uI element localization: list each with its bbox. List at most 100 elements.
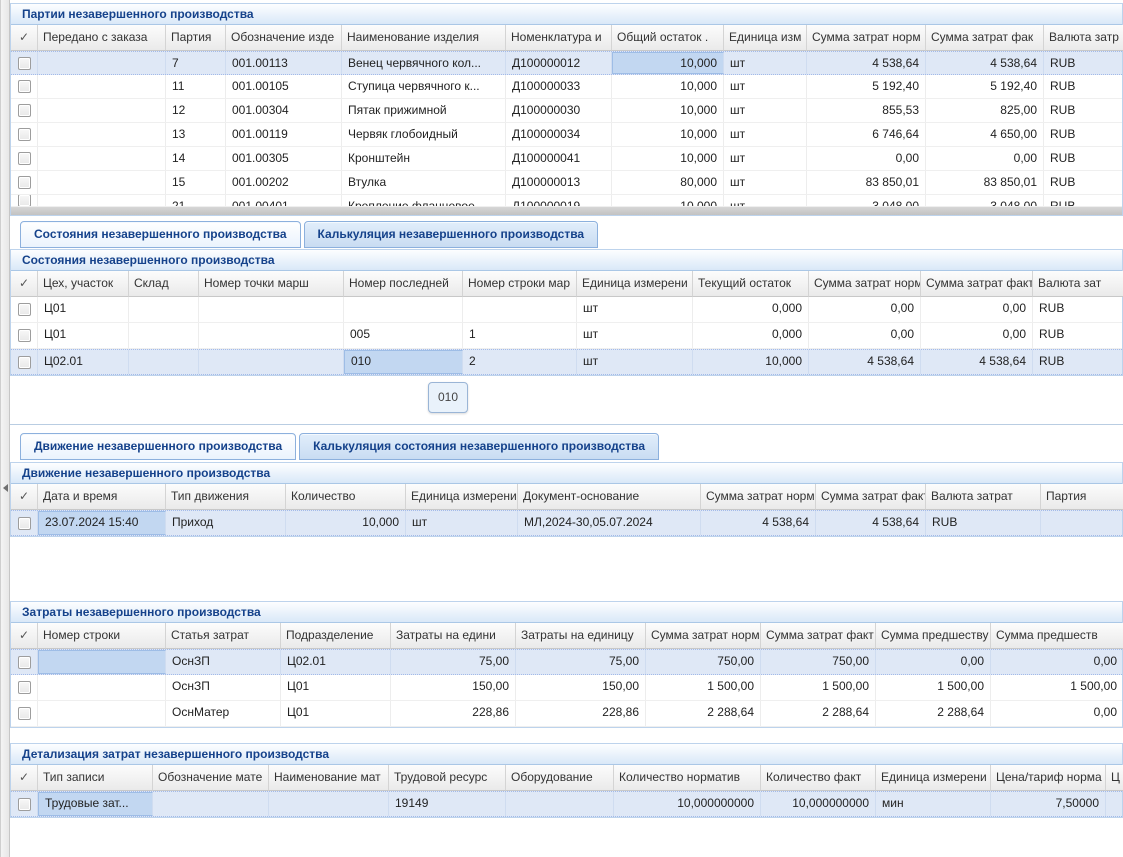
column-header[interactable]: Партия bbox=[166, 25, 226, 51]
table-row[interactable]: 11001.00105Ступица червячного к...Д10000… bbox=[11, 75, 1122, 99]
column-header[interactable]: Номер строки мар bbox=[463, 271, 577, 297]
cell: 0,00 bbox=[926, 147, 1044, 170]
column-header[interactable]: Трудовой ресурс bbox=[389, 765, 506, 791]
column-header[interactable]: Сумма затрат норм bbox=[807, 25, 926, 51]
table-row[interactable]: Ц01шт0,0000,000,00RUB bbox=[11, 297, 1122, 323]
row-checkbox[interactable] bbox=[18, 656, 31, 669]
row-checkbox[interactable] bbox=[18, 329, 31, 342]
column-header[interactable]: Единица изм bbox=[724, 25, 807, 51]
column-header[interactable]: Сумма затрат факт bbox=[816, 484, 926, 510]
column-header[interactable]: Сумма затрат норм bbox=[646, 623, 761, 649]
cell: 15 bbox=[166, 171, 226, 194]
tab-calculation-state[interactable]: Калькуляция состояния незавершенного про… bbox=[299, 433, 659, 460]
column-header[interactable]: Сумма предшеств bbox=[991, 623, 1123, 649]
table-row[interactable]: ОснЗПЦ02.0175,0075,00750,00750,000,000,0… bbox=[11, 649, 1122, 675]
table-row[interactable]: 21001.00401Крепление фланцевоеД100000019… bbox=[11, 195, 1122, 206]
column-header[interactable]: Склад bbox=[129, 271, 199, 297]
cell: 001.00113 bbox=[226, 52, 342, 74]
column-header[interactable]: Передано с заказа bbox=[38, 25, 166, 51]
column-header[interactable]: Затраты на единицу bbox=[516, 623, 646, 649]
select-all-header[interactable]: ✓ bbox=[11, 271, 38, 297]
cell: шт bbox=[724, 99, 807, 122]
table-row[interactable]: 7001.00113Венец червячного кол...Д100000… bbox=[11, 51, 1122, 75]
cell: 10,000 bbox=[612, 99, 724, 122]
column-header[interactable]: Сумма затрат факт . bbox=[761, 623, 876, 649]
column-header[interactable]: Единица измерени bbox=[406, 484, 518, 510]
select-all-header[interactable]: ✓ bbox=[11, 25, 38, 51]
tab-states[interactable]: Состояния незавершенного производства bbox=[20, 221, 301, 248]
table-row[interactable]: 14001.00305КронштейнД10000004110,000шт0,… bbox=[11, 147, 1122, 171]
column-header[interactable]: Номер последней bbox=[344, 271, 463, 297]
table-row[interactable]: Трудовые зат...1914910,00000000010,00000… bbox=[11, 791, 1122, 817]
left-splitter[interactable] bbox=[0, 0, 10, 857]
select-all-header[interactable]: ✓ bbox=[11, 765, 38, 791]
column-header[interactable]: Тип записи bbox=[38, 765, 153, 791]
table-row[interactable]: ОснМатерЦ01228,86228,862 288,642 288,642… bbox=[11, 701, 1122, 727]
row-checkbox[interactable] bbox=[18, 57, 31, 70]
column-header[interactable]: Ц bbox=[1106, 765, 1123, 791]
tab-calculation-wip[interactable]: Калькуляция незавершенного производства bbox=[304, 221, 599, 248]
column-header[interactable]: Сумма затрат фак bbox=[926, 25, 1044, 51]
column-header[interactable]: Сумма предшеству bbox=[876, 623, 991, 649]
column-header[interactable]: Статья затрат bbox=[166, 623, 281, 649]
cell: 1 500,00 bbox=[991, 675, 1123, 700]
column-header[interactable]: Подразделение bbox=[281, 623, 391, 649]
table-row[interactable]: Ц02.010102шт10,0004 538,644 538,64RUB bbox=[11, 349, 1122, 375]
row-checkbox[interactable] bbox=[18, 356, 31, 369]
column-header[interactable]: Обозначение мате bbox=[153, 765, 269, 791]
column-header[interactable]: Партия bbox=[1041, 484, 1123, 510]
column-header[interactable]: Сумма затрат факт bbox=[921, 271, 1033, 297]
row-checkbox[interactable] bbox=[18, 707, 31, 720]
column-header[interactable]: Единица измерени bbox=[577, 271, 693, 297]
column-header[interactable]: Цех, участок bbox=[38, 271, 129, 297]
row-checkbox[interactable] bbox=[18, 176, 31, 189]
column-header[interactable]: Номер точки марш bbox=[199, 271, 344, 297]
table-row[interactable]: 12001.00304Пятак прижимнойД10000003010,0… bbox=[11, 99, 1122, 123]
column-header[interactable]: Наименование изделия bbox=[342, 25, 506, 51]
row-checkbox[interactable] bbox=[18, 128, 31, 141]
row-checkbox[interactable] bbox=[18, 798, 31, 811]
column-header[interactable]: Сумма затрат норм bbox=[701, 484, 816, 510]
row-checkbox[interactable] bbox=[18, 104, 31, 117]
column-header[interactable]: Количество норматив bbox=[614, 765, 761, 791]
table-row[interactable]: Ц010051шт0,0000,000,00RUB bbox=[11, 323, 1122, 349]
row-checkbox[interactable] bbox=[18, 80, 31, 93]
cell: 150,00 bbox=[391, 675, 516, 700]
column-header[interactable]: Текущий остаток bbox=[693, 271, 809, 297]
cell: 75,00 bbox=[516, 650, 646, 674]
movement-grid: ✓Дата и времяТип движенияКоличествоЕдини… bbox=[11, 484, 1122, 536]
column-header[interactable]: Тип движения bbox=[166, 484, 286, 510]
column-header[interactable]: Единица измерени bbox=[876, 765, 991, 791]
column-header[interactable]: Номер строки bbox=[38, 623, 166, 649]
column-header[interactable]: Дата и время bbox=[38, 484, 166, 510]
column-header[interactable]: Цена/тариф норма bbox=[991, 765, 1106, 791]
row-checkbox[interactable] bbox=[18, 303, 31, 316]
horizontal-scrollbar[interactable] bbox=[11, 206, 1122, 215]
row-checkbox[interactable] bbox=[18, 517, 31, 530]
table-row[interactable]: ОснЗПЦ01150,00150,001 500,001 500,001 50… bbox=[11, 675, 1122, 701]
column-header[interactable]: Оборудование bbox=[506, 765, 614, 791]
select-all-header[interactable]: ✓ bbox=[11, 623, 38, 649]
row-checkbox[interactable] bbox=[18, 152, 31, 165]
column-header[interactable]: Сумма затрат норм bbox=[809, 271, 921, 297]
collapse-left-icon[interactable] bbox=[3, 484, 8, 492]
select-all-header[interactable]: ✓ bbox=[11, 484, 38, 510]
table-row[interactable]: 23.07.2024 15:40Приход10,000штМЛ,2024-30… bbox=[11, 510, 1122, 536]
column-header[interactable]: Номенклатура и bbox=[506, 25, 612, 51]
table-row[interactable]: 13001.00119Червяк глобоидныйД10000003410… bbox=[11, 123, 1122, 147]
column-header[interactable]: Затраты на едини bbox=[391, 623, 516, 649]
column-header[interactable]: Валюта затр bbox=[1044, 25, 1123, 51]
column-header[interactable]: Документ-основание bbox=[518, 484, 701, 510]
column-header[interactable]: Валюта затрат bbox=[926, 484, 1041, 510]
column-header[interactable]: Количество факт bbox=[761, 765, 876, 791]
column-header[interactable]: Количество bbox=[286, 484, 406, 510]
column-header[interactable]: Обозначение изде bbox=[226, 25, 342, 51]
column-header[interactable]: Общий остаток . bbox=[612, 25, 724, 51]
table-row[interactable]: 15001.00202ВтулкаД10000001380,000шт83 85… bbox=[11, 171, 1122, 195]
column-header[interactable]: Наименование мат bbox=[269, 765, 389, 791]
column-header[interactable]: Валюта зат bbox=[1033, 271, 1123, 297]
row-checkbox[interactable] bbox=[18, 195, 31, 206]
row-checkbox[interactable] bbox=[18, 681, 31, 694]
tab-movement[interactable]: Движение незавершенного производства bbox=[20, 433, 296, 460]
cell bbox=[344, 297, 463, 322]
